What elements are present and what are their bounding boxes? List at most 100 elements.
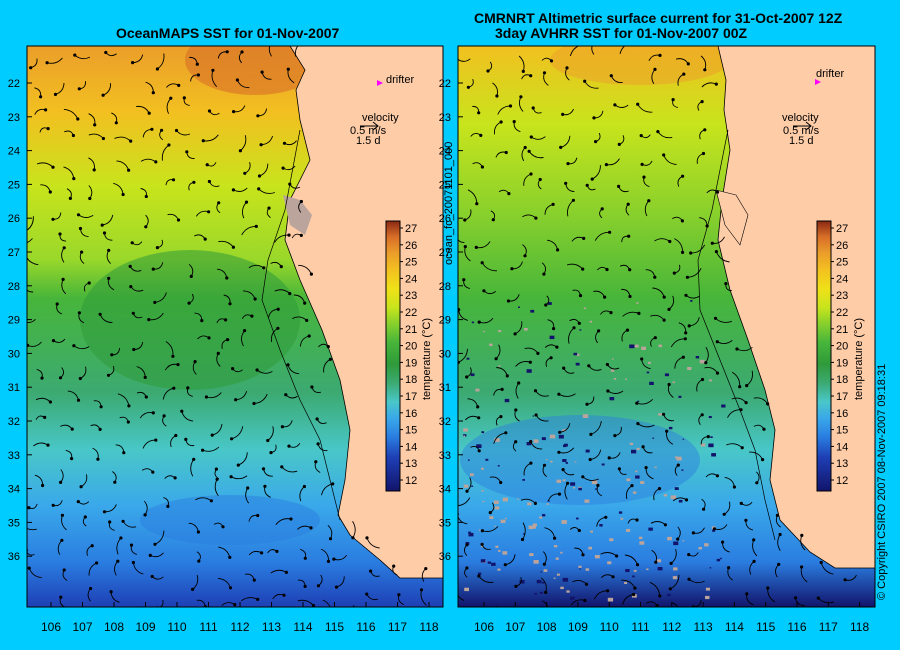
speckle-pixel (708, 443, 714, 448)
current-vector-head (542, 71, 547, 75)
current-vector-head (225, 276, 229, 280)
current-vector-head (632, 592, 636, 597)
right-drifter-icon (815, 79, 821, 85)
current-vector-head (653, 275, 657, 279)
current-vector-head (477, 416, 481, 420)
current-vector-head (279, 265, 283, 269)
current-vector-head (228, 586, 233, 590)
current-vector-head (465, 566, 469, 570)
speckle-pixel (673, 541, 679, 546)
speckle-pixel (678, 395, 682, 398)
current-vector-head (153, 542, 157, 546)
speckle-pixel (524, 328, 528, 331)
current-vector-head (260, 70, 264, 74)
current-vector-head (755, 481, 759, 485)
colorbar-tick-label: 14 (405, 441, 417, 453)
right-coastal-peninsula (715, 189, 749, 246)
speckle-pixel (670, 495, 677, 500)
speckle-pixel (541, 581, 545, 584)
current-vector-head (671, 98, 675, 102)
current-vector-head (116, 559, 120, 563)
current-vector-head (777, 562, 781, 567)
current-vector-head (544, 303, 548, 307)
current-vector-head (76, 500, 80, 504)
speckle-pixel (674, 487, 679, 490)
colorbar-tick-label: 12 (836, 475, 848, 487)
lon-tick-label: 111 (199, 620, 218, 634)
current-vector-head (48, 190, 52, 194)
speckle-pixel (502, 551, 508, 555)
current-vector-head (286, 67, 290, 71)
speckle-pixel (667, 536, 672, 541)
current-vector-head (533, 389, 538, 393)
speckle-pixel (526, 442, 532, 446)
current-vector-head (27, 506, 31, 510)
current-vector-head (507, 192, 511, 196)
current-vector-head (604, 163, 609, 167)
current-vector-head (130, 241, 134, 245)
current-vector (523, 608, 526, 619)
right-panel-title-line1: CMRNRT Altimetric surface current for 31… (474, 10, 843, 26)
speckle-pixel (626, 528, 631, 532)
current-vector-head (636, 102, 640, 106)
current-vector-head (70, 427, 74, 431)
current-vector-head (259, 143, 263, 147)
current-vector-head (29, 66, 33, 70)
current-vector-head (286, 363, 290, 367)
current-vector-head (800, 565, 804, 569)
lon-tick-label: 109 (135, 620, 155, 634)
current-vector-head (479, 133, 483, 137)
speckle-pixel (498, 365, 501, 367)
current-vector-head (611, 575, 615, 579)
current-vector-head (151, 411, 155, 415)
speckle-pixel (620, 517, 624, 520)
current-vector-head (309, 526, 313, 530)
current-vector-head (714, 250, 719, 254)
current-vector-head (514, 440, 518, 444)
current-vector-head (630, 484, 634, 488)
speckle-pixel (712, 529, 716, 532)
current-vector-head (667, 382, 671, 387)
current-vector-head (174, 433, 178, 438)
current-vector-head (700, 413, 704, 417)
current-vector-head (224, 318, 228, 322)
current-vector-head (195, 62, 199, 66)
current-vector-head (630, 41, 633, 44)
current-vector-head (480, 165, 484, 169)
current-vector-head (665, 429, 669, 433)
left-warm-patch (185, 46, 325, 95)
speckle-pixel (638, 536, 643, 540)
current-vector-head (61, 277, 65, 281)
current-vector-head (221, 525, 225, 529)
current-vector (27, 216, 34, 231)
current-vector-head (207, 109, 212, 113)
current-vector-head (766, 402, 770, 406)
colorbar-tick-label: 24 (405, 273, 417, 285)
speckle-pixel (471, 321, 475, 324)
current-vector-head (236, 463, 240, 467)
current-vector-head (572, 326, 576, 330)
speckle-pixel (547, 302, 552, 305)
current-vector-head (131, 311, 135, 315)
current-vector-head (604, 515, 608, 519)
lon-tick-label: 114 (725, 620, 744, 634)
current-vector-head (633, 586, 637, 590)
current-vector-head (700, 100, 704, 104)
current-vector-head (151, 470, 155, 474)
current-vector-head (155, 67, 159, 71)
right-panel-title-line2: 3day AVHRR SST for 01-Nov-2007 00Z (495, 25, 748, 41)
current-vector-head (173, 476, 177, 480)
current-vector-head (207, 210, 211, 214)
current-vector-head (260, 551, 264, 555)
current-vector-head (528, 360, 532, 364)
speckle-pixel (658, 344, 663, 348)
current-vector-head (609, 74, 613, 78)
current-vector (19, 608, 34, 611)
current-vector-head (455, 586, 458, 589)
current-vector-head (508, 104, 513, 108)
current-vector-head (608, 230, 612, 234)
current-vector-head (542, 272, 546, 276)
right-velocity-arrow-icon (793, 121, 812, 131)
speckle-pixel (550, 460, 553, 463)
current-vector-head (331, 482, 335, 486)
